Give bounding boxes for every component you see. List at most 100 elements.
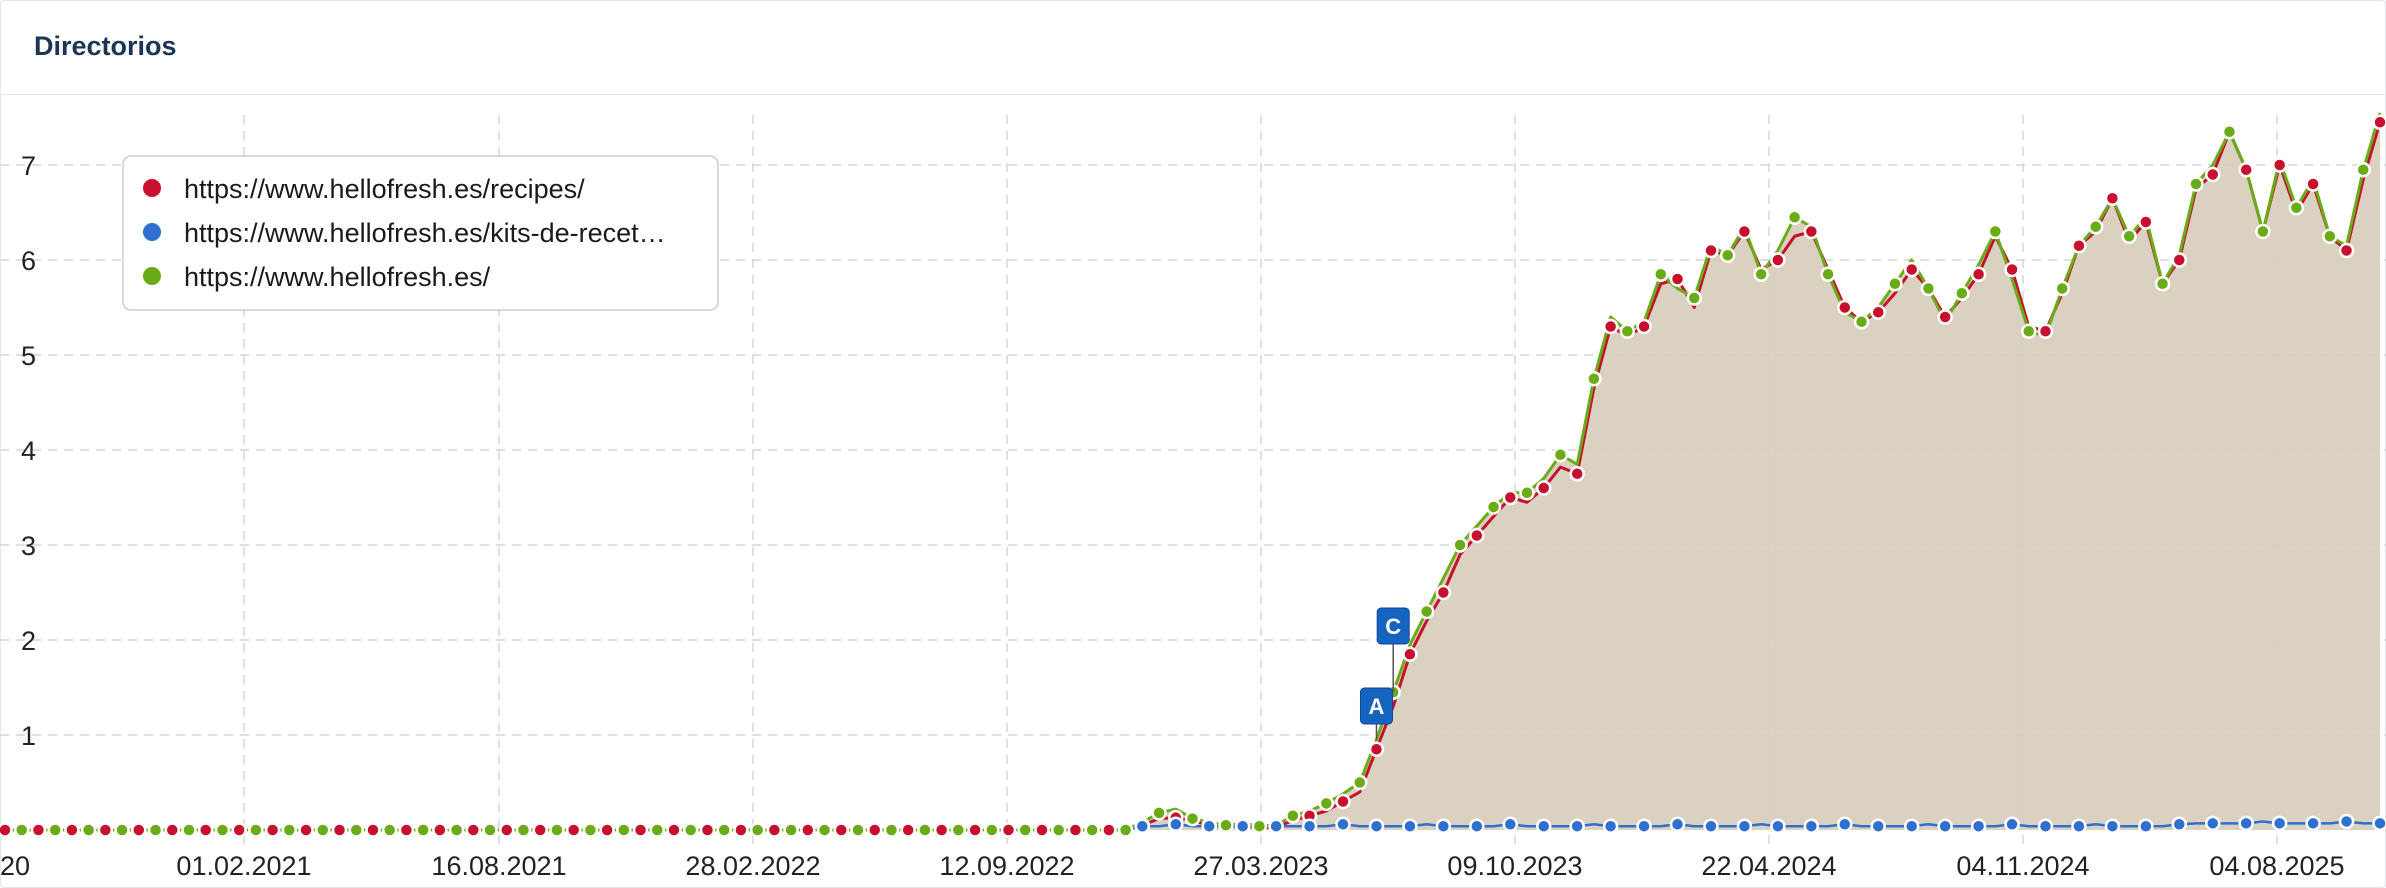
data-point-recipes[interactable] — [2071, 238, 2087, 254]
legend-swatch[interactable] — [143, 267, 161, 285]
data-point-kits[interactable] — [1535, 818, 1552, 834]
data-point-recipes[interactable] — [900, 822, 916, 838]
data-point-kits[interactable] — [2271, 815, 2288, 832]
data-point-home[interactable] — [114, 822, 130, 838]
data-point-recipes[interactable] — [331, 822, 348, 838]
data-point-recipes[interactable] — [365, 822, 381, 838]
data-point-kits[interactable] — [2238, 815, 2254, 832]
data-point-recipes[interactable] — [833, 822, 850, 838]
data-point-recipes[interactable] — [298, 822, 314, 838]
data-point-recipes[interactable] — [164, 822, 181, 838]
data-point-home[interactable] — [850, 822, 866, 838]
data-point-home[interactable] — [582, 822, 599, 838]
data-point-home[interactable] — [80, 822, 97, 838]
data-point-home[interactable] — [1954, 285, 1970, 301]
data-point-kits[interactable] — [2204, 815, 2221, 832]
data-point-recipes[interactable] — [1937, 309, 1953, 325]
data-point-home[interactable] — [984, 822, 1000, 838]
data-point-kits[interactable] — [1234, 818, 1251, 834]
event-marker-c[interactable] — [1376, 607, 1410, 645]
data-point-home[interactable] — [1285, 808, 1301, 824]
data-point-recipes[interactable] — [2171, 252, 2188, 268]
data-point-recipes[interactable] — [1602, 318, 1619, 335]
data-point-recipes[interactable] — [2338, 242, 2355, 259]
legend[interactable]: https://www.hellofresh.es/recipes/https:… — [122, 155, 719, 311]
data-point-home[interactable] — [1218, 817, 1234, 833]
data-point-home[interactable] — [1786, 209, 1803, 225]
data-point-home[interactable] — [649, 822, 666, 838]
data-point-recipes[interactable] — [1469, 527, 1485, 544]
data-point-home[interactable] — [1017, 822, 1033, 838]
data-point-recipes[interactable] — [264, 822, 281, 838]
data-point-home[interactable] — [2221, 124, 2238, 140]
data-point-recipes[interactable] — [933, 822, 950, 838]
data-point-recipes[interactable] — [1970, 266, 1987, 282]
data-point-recipes[interactable] — [1870, 304, 1886, 320]
data-point-home[interactable] — [716, 822, 732, 838]
data-point-home[interactable] — [1987, 223, 2004, 240]
data-point-kits[interactable] — [1402, 818, 1418, 834]
data-point-kits[interactable] — [1636, 818, 1652, 834]
legend-swatch[interactable] — [143, 223, 161, 241]
data-point-home[interactable] — [1352, 774, 1368, 791]
data-point-kits[interactable] — [1502, 816, 1519, 833]
data-point-recipes[interactable] — [1703, 242, 1719, 259]
data-point-recipes[interactable] — [1736, 223, 1753, 240]
data-point-recipes[interactable] — [565, 822, 582, 838]
data-point-home[interactable] — [515, 822, 532, 838]
data-point-home[interactable] — [1452, 537, 1468, 553]
data-point-kits[interactable] — [2171, 816, 2188, 833]
data-point-home[interactable] — [682, 822, 699, 838]
data-point-recipes[interactable] — [632, 822, 649, 838]
data-point-recipes[interactable] — [1101, 822, 1117, 838]
data-point-home[interactable] — [1820, 266, 1836, 282]
data-point-recipes[interactable] — [1770, 252, 1786, 268]
data-point-home[interactable] — [1050, 822, 1067, 838]
legend-swatch[interactable] — [143, 179, 161, 197]
data-point-recipes[interactable] — [465, 822, 482, 838]
data-point-recipes[interactable] — [2204, 166, 2221, 183]
data-point-recipes[interactable] — [2104, 190, 2121, 206]
data-point-home[interactable] — [749, 822, 766, 838]
data-point-kits[interactable] — [1669, 816, 1686, 833]
data-point-recipes[interactable] — [733, 822, 749, 838]
data-point-home[interactable] — [214, 822, 231, 838]
data-point-kits[interactable] — [2104, 818, 2121, 834]
data-point-recipes[interactable] — [1368, 741, 1385, 757]
data-point-home[interactable] — [2322, 228, 2338, 244]
data-point-home[interactable] — [917, 822, 933, 838]
data-point-home[interactable] — [448, 822, 465, 838]
data-point-home[interactable] — [2288, 200, 2305, 216]
data-point-recipes[interactable] — [599, 822, 615, 838]
legend-item-label[interactable]: https://www.hellofresh.es/ — [184, 262, 491, 292]
data-point-recipes[interactable] — [1000, 822, 1017, 838]
data-point-recipes[interactable] — [1502, 489, 1519, 506]
data-point-recipes[interactable] — [1669, 271, 1686, 287]
data-point-recipes[interactable] — [2004, 261, 2020, 278]
data-point-recipes[interactable] — [766, 822, 783, 838]
data-point-home[interactable] — [2255, 223, 2271, 240]
data-point-recipes[interactable] — [1636, 318, 1652, 335]
data-point-recipes[interactable] — [1803, 223, 1820, 240]
data-point-home[interactable] — [1619, 323, 1636, 339]
data-point-recipes[interactable] — [2271, 157, 2288, 173]
data-point-home[interactable] — [181, 822, 197, 838]
data-point-recipes[interactable] — [30, 822, 47, 838]
data-point-home[interactable] — [482, 822, 498, 838]
data-point-recipes[interactable] — [1569, 466, 1585, 482]
data-point-recipes[interactable] — [499, 822, 515, 838]
data-point-kits[interactable] — [1970, 818, 1987, 834]
data-point-recipes[interactable] — [1535, 480, 1552, 496]
data-point-home[interactable] — [1084, 822, 1100, 838]
data-point-recipes[interactable] — [1435, 584, 1452, 601]
data-point-kits[interactable] — [1870, 818, 1886, 834]
data-point-home[interactable] — [1853, 314, 1870, 330]
data-point-kits[interactable] — [2037, 818, 2054, 834]
data-point-home[interactable] — [281, 822, 298, 838]
data-point-recipes[interactable] — [64, 822, 80, 838]
data-point-recipes[interactable] — [1837, 299, 1853, 316]
data-point-kits[interactable] — [1335, 816, 1351, 833]
data-point-home[interactable] — [1753, 266, 1769, 282]
data-point-home[interactable] — [1184, 810, 1201, 827]
data-point-home[interactable] — [1318, 795, 1335, 812]
